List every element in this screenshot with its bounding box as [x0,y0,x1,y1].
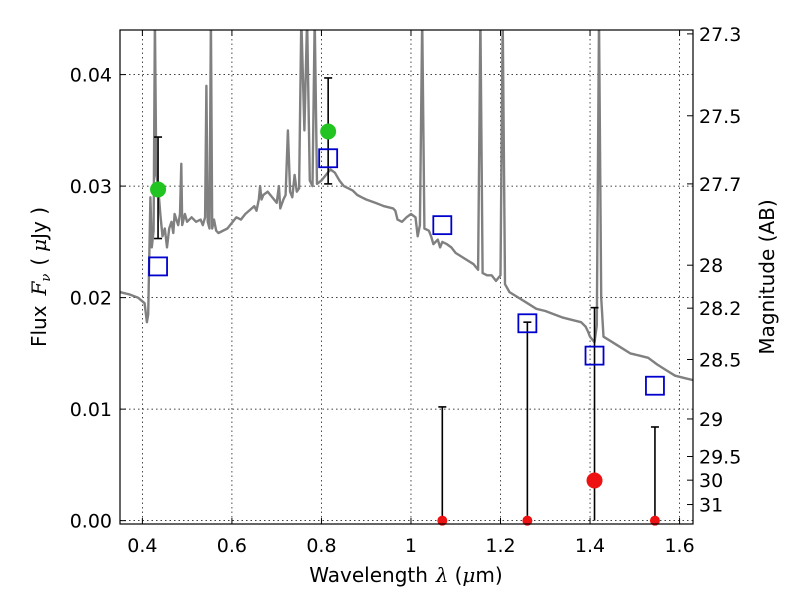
y2-tick-label: 30 [699,470,723,492]
y2-tick-label: 27.7 [699,174,741,196]
y2-tick-label: 28 [699,255,723,277]
spectrum-line [120,30,693,382]
x-tick-label: 1.6 [664,535,694,557]
upper-limit-point [522,515,533,526]
error-bars [154,77,659,521]
model-photometry-square [148,256,168,277]
y2-tick-label: 28.2 [699,298,741,320]
x-tick-label: 1.2 [485,535,515,557]
upper-limit-point [437,515,448,526]
y-tick-label: 0.00 [70,511,112,533]
y2-axis-title: Magnitude (AB) [755,199,779,354]
model-spectrum-layer [120,30,693,382]
y-tick-label: 0.03 [70,176,112,198]
axis-ticks: 0.4 0.6 0.8 1 1.2 1.4 1.6 0.00 0.01 0.02 0.03 0.04 2… [70,24,742,557]
detection-point [150,181,167,198]
model-photometry-square [318,148,339,169]
x-tick-label: 0.8 [306,535,336,557]
model-photometry-square [584,345,605,366]
y2-tick-label: 28.5 [699,349,741,371]
y2-tick-label: 29 [699,409,723,431]
model-photometry-square [432,215,453,236]
x-tick-label: 0.6 [217,535,247,557]
model-photometry-square [645,375,665,396]
upper-limit-point [586,472,603,489]
upper-limit-point [649,515,660,526]
x-axis-title: Wavelength λ (μm) [309,563,502,587]
plot-frame [119,29,694,525]
detection-point [320,123,337,140]
y2-tick-label: 31 [699,495,723,517]
y-tick-label: 0.02 [70,288,112,310]
x-tick-label: 0.4 [127,535,157,557]
y-tick-label: 0.04 [70,65,112,87]
y2-tick-label: 29.5 [699,446,741,468]
x-tick-label: 1.4 [575,535,605,557]
observed-points-layer [150,123,660,526]
y2-tick-label: 27.5 [699,106,741,128]
x-tick-label: 1 [405,535,417,557]
model-photometry-layer [148,148,665,396]
y-axis-title: FluxFν(μJy ) [27,207,54,347]
y2-tick-label: 27.3 [699,24,741,46]
model-photometry-square [517,313,538,334]
y-tick-label: 0.01 [70,399,112,421]
